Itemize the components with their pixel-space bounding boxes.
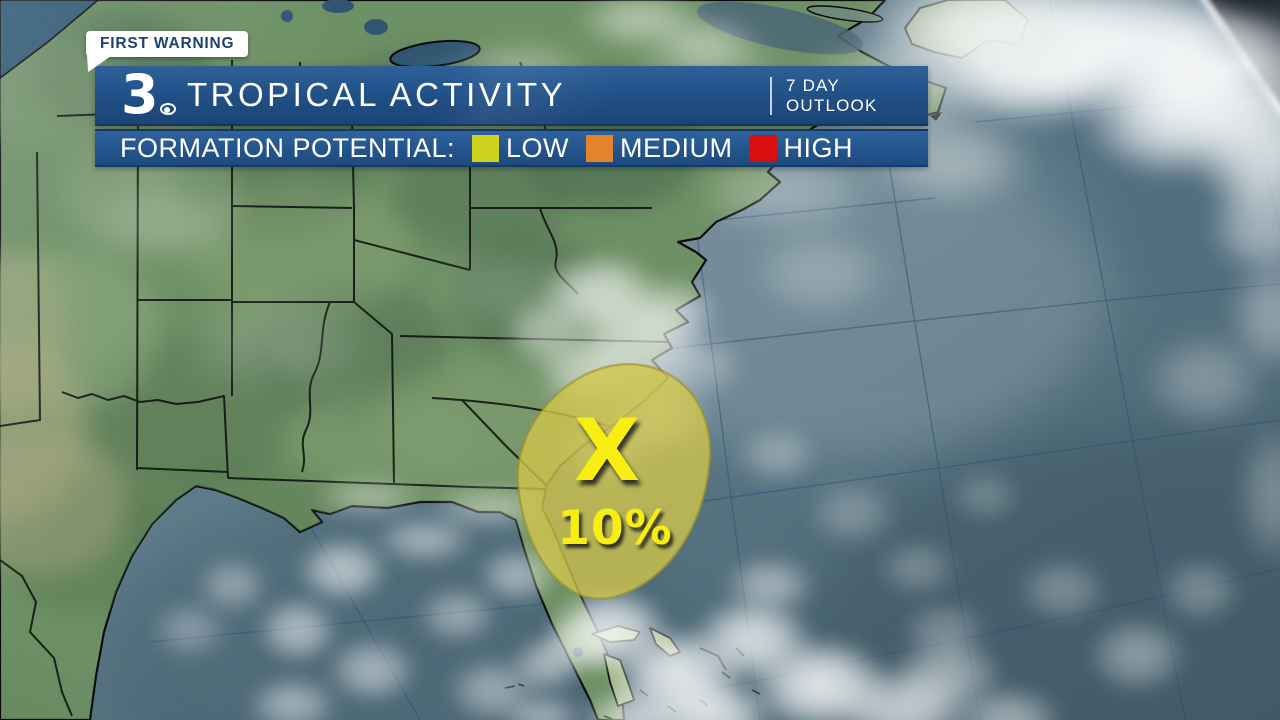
- station-number: 3: [121, 63, 159, 126]
- outlook-line2: OUTLOOK: [786, 96, 878, 115]
- banner-title: TROPICAL ACTIVITY: [187, 76, 567, 113]
- low-label: LOW: [506, 132, 570, 163]
- outlook-line1: 7 DAY: [786, 76, 840, 95]
- legend-item-high: HIGH: [749, 132, 854, 164]
- first-warning-label: FIRST WARNING: [100, 35, 235, 52]
- legend-item-medium: MEDIUM: [586, 133, 733, 164]
- low-swatch: [472, 134, 500, 162]
- medium-label: MEDIUM: [620, 132, 733, 163]
- medium-swatch: [586, 134, 614, 162]
- legend-item-low: LOW: [472, 133, 569, 164]
- formation-legend-banner: FORMATION POTENTIAL: LOW MEDIUM HIGH: [95, 129, 928, 167]
- outlook-divider: [770, 77, 772, 115]
- first-warning-tag: FIRST WARNING: [86, 31, 249, 57]
- station-3-logo: 3: [121, 63, 176, 126]
- high-swatch: [749, 134, 777, 162]
- outlook-text: 7 DAY OUTLOOK: [786, 76, 878, 116]
- high-label: HIGH: [783, 132, 854, 163]
- title-banner: 3 TROPICAL ACTIVITY 7 DAY OUTLOOK: [95, 66, 928, 126]
- cbs-eye-icon: [159, 103, 176, 115]
- formation-potential-label: FORMATION POTENTIAL:: [120, 132, 456, 163]
